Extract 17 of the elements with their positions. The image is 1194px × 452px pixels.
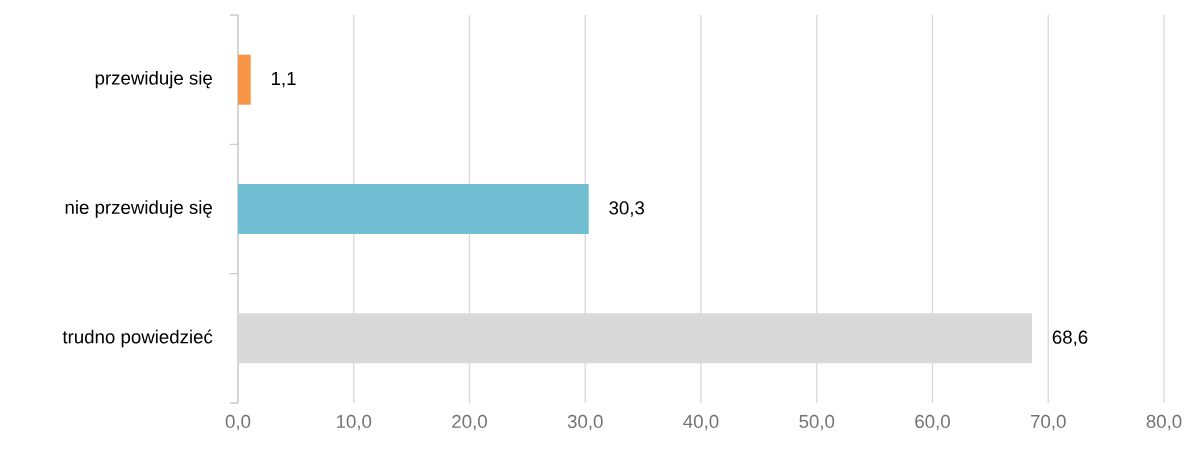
bar — [238, 183, 589, 234]
data-label: 30,3 — [609, 201, 645, 217]
x-tick-label: 20,0 — [452, 414, 487, 431]
x-tick-label: 80,0 — [1146, 414, 1182, 431]
bar — [238, 54, 251, 105]
y-tick-label: przewiduje się — [95, 70, 212, 89]
data-label: 1,1 — [271, 72, 296, 88]
x-tick-label: 0,0 — [225, 414, 251, 431]
x-tick-label: 50,0 — [799, 414, 835, 431]
x-tick-label: 30,0 — [567, 414, 603, 431]
y-tick-label: nie przewiduje się — [65, 200, 212, 218]
x-tick-label: 40,0 — [683, 414, 719, 431]
x-tick-label: 70,0 — [1031, 414, 1066, 431]
y-tick-label: trudno powiedzieć — [62, 329, 213, 348]
x-tick-label: 60,0 — [915, 414, 950, 431]
x-tick-label: 10,0 — [337, 414, 372, 431]
data-label: 68,6 — [1052, 330, 1088, 347]
